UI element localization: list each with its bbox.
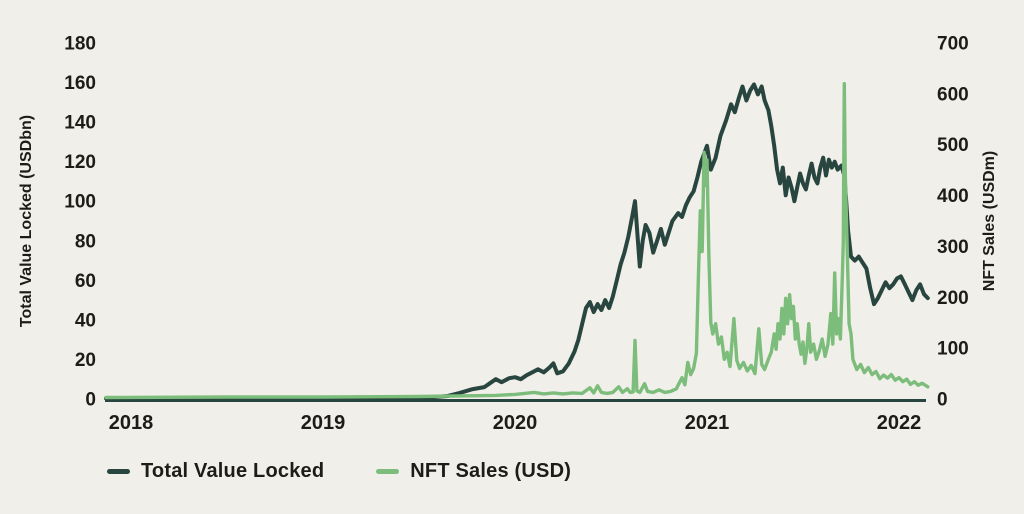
year-label: 2021 (685, 412, 730, 434)
year-label: 2019 (301, 412, 346, 434)
right-tick-label: 400 (937, 186, 969, 207)
left-tick-label: 160 (64, 73, 96, 94)
tvl-line (104, 82, 930, 401)
nft-legend-label: NFT Sales (USD) (410, 460, 572, 482)
right-tick-label: 0 (937, 390, 948, 411)
tvl-legend-dash-icon (107, 469, 130, 474)
right-tick-label: 700 (937, 34, 969, 55)
legend-item-nft-sales: NFT Sales (USD) (376, 460, 571, 483)
dual-axis-line-chart: 0 20 40 60 80 100 120 140 160 180 0 100 200 300 400 50… (18, 34, 998, 435)
left-tick-label: 80 (75, 231, 96, 252)
nft-sales-line (104, 82, 930, 400)
right-tick-label: 200 (937, 288, 969, 309)
left-tick-label: 100 (64, 192, 96, 213)
left-tick-label: 180 (64, 34, 96, 55)
x-axis-year-labels: 2018 2019 2020 2021 2022 (109, 412, 922, 434)
left-axis-title: Total Value Locked (USDbn) (18, 115, 35, 327)
right-axis-tick-labels: 0 100 200 300 400 500 600 700 (937, 34, 969, 411)
legend-item-tvl: Total Value Locked (107, 460, 324, 483)
right-axis-title: NFT Sales (USDm) (981, 151, 998, 291)
right-tick-label: 300 (937, 237, 969, 258)
left-tick-label: 20 (75, 350, 96, 371)
left-tick-label: 140 (64, 113, 96, 134)
year-label: 2022 (877, 412, 922, 434)
left-tick-label: 40 (75, 310, 96, 331)
left-tick-label: 0 (85, 390, 96, 411)
right-tick-label: 500 (937, 135, 969, 156)
tvl-legend-label: Total Value Locked (141, 460, 325, 482)
year-label: 2018 (109, 412, 154, 434)
nft-legend-dash-icon (376, 469, 400, 474)
left-axis-tick-labels: 0 20 40 60 80 100 120 140 160 180 (64, 34, 96, 411)
legend: Total Value Locked NFT Sales (USD) (107, 460, 571, 483)
year-label: 2020 (493, 412, 538, 434)
left-tick-label: 120 (64, 152, 96, 173)
right-tick-label: 100 (937, 339, 969, 360)
left-tick-label: 60 (75, 271, 96, 292)
right-tick-label: 600 (937, 84, 969, 105)
